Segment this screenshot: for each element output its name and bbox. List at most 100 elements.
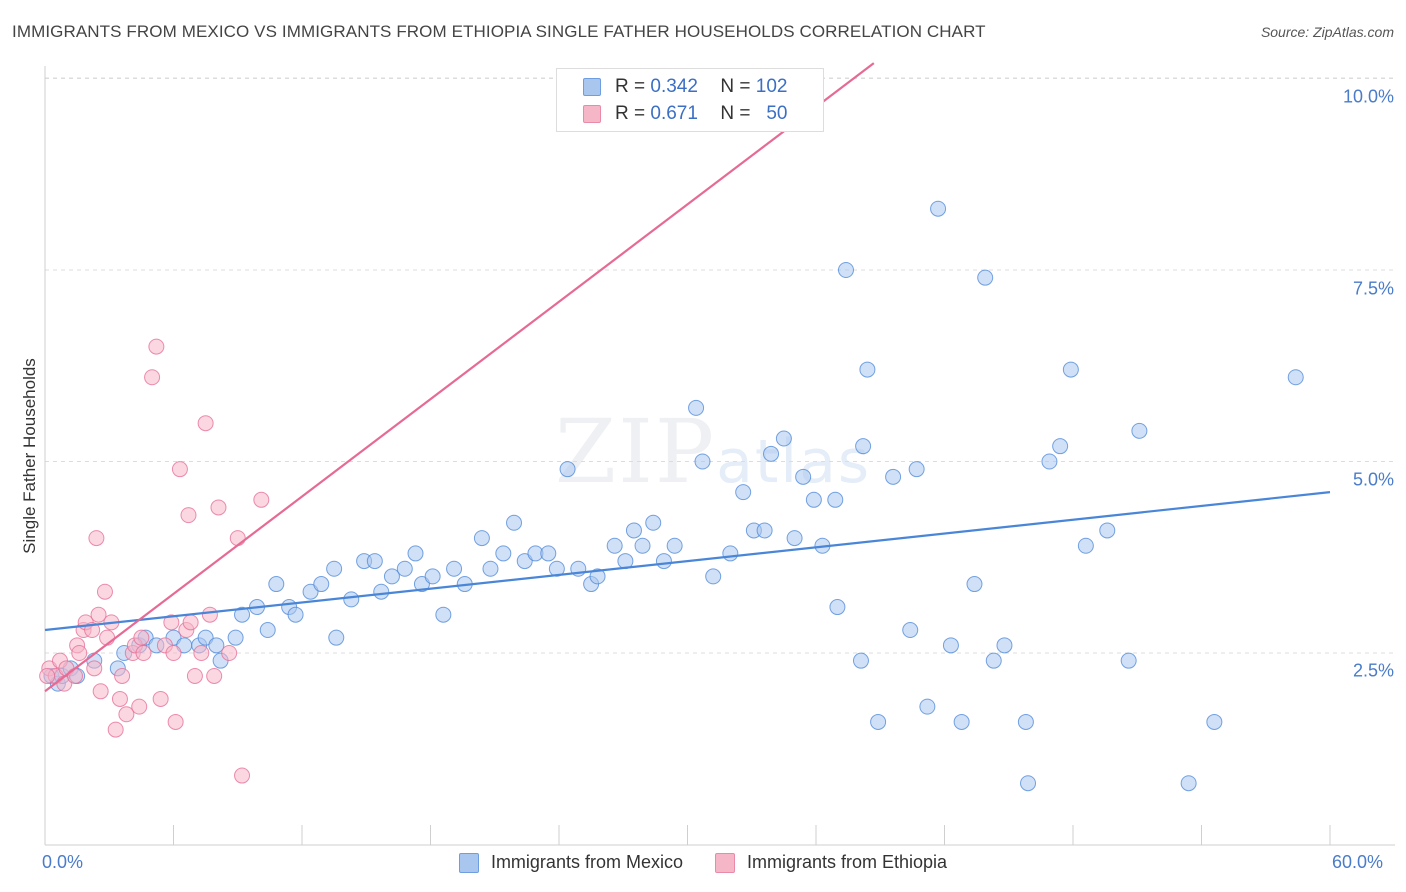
mexico-point	[705, 568, 722, 585]
mexico-point	[953, 713, 970, 730]
ethiopia-point	[210, 499, 227, 516]
ethiopia-point	[180, 507, 197, 524]
ethiopia-point	[39, 667, 56, 684]
mexico-point	[259, 622, 276, 639]
mexico-point	[625, 522, 642, 539]
ethiopia-point	[152, 690, 169, 707]
mexico-point	[589, 568, 606, 585]
n-value: 102	[755, 76, 788, 97]
ethiopia-point	[131, 698, 148, 715]
ethiopia-point	[90, 606, 107, 623]
mexico-point	[666, 537, 683, 554]
mexico-point	[827, 491, 844, 508]
ethiopia-point	[92, 683, 109, 700]
mexico-point	[763, 445, 780, 462]
ethiopia-point	[221, 645, 238, 661]
mexico-point	[855, 438, 872, 455]
ethiopia-point	[167, 713, 184, 730]
ethiopia-trend-line	[44, 62, 875, 693]
legend-swatch-mexico	[583, 78, 601, 96]
mexico-point	[473, 530, 490, 547]
r-value: 0.342	[650, 76, 698, 97]
ethiopia-point	[88, 530, 105, 547]
mexico-point	[966, 576, 983, 593]
mexico-point	[985, 652, 1002, 669]
mexico-point	[234, 606, 251, 623]
mexico-point	[373, 583, 390, 600]
mexico-point	[645, 514, 662, 531]
correlation-legend: R = 0.342 N = 102 R = 0.671 N = 50	[556, 68, 824, 132]
x-tick-label-min: 0.0%	[42, 852, 84, 872]
ethiopia-point	[193, 645, 210, 661]
mexico-point	[540, 545, 557, 562]
r-value: 0.671	[650, 103, 698, 124]
ethiopia-point	[111, 690, 128, 707]
mexico-point	[287, 606, 304, 623]
mexico-point	[326, 560, 343, 577]
mexico-point	[1077, 537, 1094, 554]
ethiopia-point	[66, 667, 83, 684]
mexico-point	[407, 545, 424, 562]
ethiopia-point	[206, 667, 223, 684]
mexico-point	[908, 461, 925, 478]
x-tick-label-max: 60.0%	[1332, 852, 1384, 872]
r-label: R =	[615, 103, 646, 124]
ethiopia-point	[171, 461, 188, 478]
mexico-point	[559, 461, 576, 478]
ethiopia-point	[253, 491, 270, 508]
chart-title: IMMIGRANTS FROM MEXICO VS IMMIGRANTS FRO…	[12, 22, 986, 41]
mexico-point	[606, 537, 623, 554]
mexico-point	[424, 568, 441, 585]
mexico-point	[655, 553, 672, 570]
legend-item-ethiopia[interactable]: Immigrants from Ethiopia	[714, 852, 948, 873]
mexico-point	[506, 514, 523, 531]
mexico-point	[1287, 369, 1304, 386]
mexico-point	[396, 560, 413, 577]
mexico-point	[688, 399, 705, 416]
n-label: N =	[720, 76, 751, 97]
mexico-point	[775, 430, 792, 447]
mexico-point	[1041, 453, 1058, 470]
mexico-point	[942, 637, 959, 654]
n-label: N =	[720, 103, 751, 124]
mexico-point	[1120, 652, 1137, 669]
ethiopia-point	[148, 338, 165, 355]
ethiopia-point	[118, 706, 135, 723]
mexico-point	[1017, 713, 1034, 730]
mexico-point	[795, 468, 812, 485]
legend-swatch-ethiopia	[583, 105, 601, 123]
mexico-point	[735, 484, 752, 501]
mexico-point	[634, 537, 651, 554]
mexico-point	[1020, 775, 1037, 792]
watermark-zip: ZIP	[555, 400, 717, 503]
ethiopia-point	[96, 583, 113, 600]
legend-label-ethiopia: Immigrants from Ethiopia	[746, 852, 948, 872]
mexico-point	[1099, 522, 1116, 539]
legend-item-mexico[interactable]: Immigrants from Mexico	[458, 852, 683, 873]
mexico-point	[902, 622, 919, 639]
mexico-point	[829, 599, 846, 616]
ethiopia-point	[71, 645, 88, 661]
mexico-point	[694, 453, 711, 470]
mexico-point	[383, 568, 400, 585]
ethiopia-point	[135, 645, 152, 661]
y-tick-label: 2.5%	[1352, 660, 1394, 681]
y-tick-label: 5.0%	[1352, 469, 1394, 490]
mexico-point	[786, 530, 803, 547]
mexico-point	[870, 713, 887, 730]
mexico-point	[977, 269, 994, 286]
ethiopia-point	[86, 660, 103, 677]
ethiopia-point	[163, 614, 180, 631]
mexico-point	[919, 698, 936, 715]
mexico-point	[756, 522, 773, 539]
mexico-point	[930, 200, 947, 217]
mexico-point	[313, 576, 330, 593]
mexico-point	[1052, 438, 1069, 455]
y-tick-label: 7.5%	[1352, 278, 1394, 299]
mexico-trend-line	[44, 491, 1331, 632]
mexico-point	[722, 545, 739, 562]
ethiopia-point	[229, 530, 246, 547]
ethiopia-point	[182, 614, 199, 631]
ethiopia-point	[234, 767, 251, 784]
r-label: R =	[615, 76, 646, 97]
